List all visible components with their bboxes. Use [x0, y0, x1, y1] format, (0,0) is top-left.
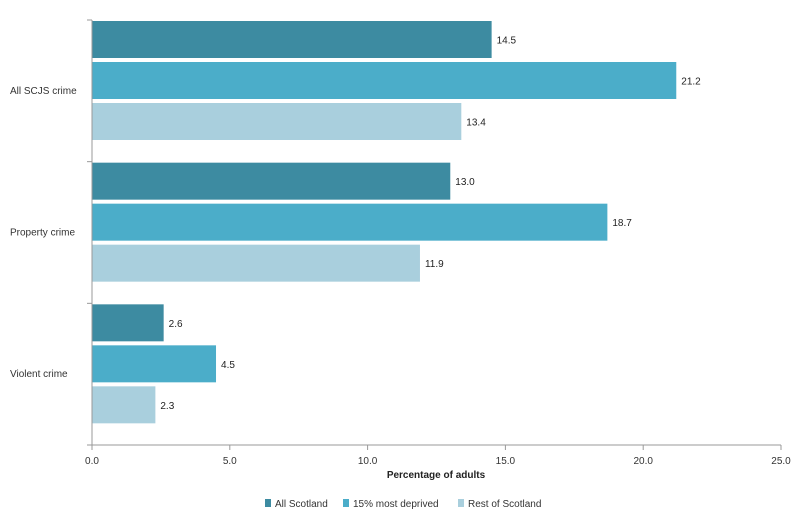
data-label: 13.4 — [466, 118, 486, 129]
data-label: 2.6 — [169, 319, 183, 330]
legend-label: 15% most deprived — [353, 499, 439, 510]
bar — [92, 244, 420, 282]
x-axis-title: Percentage of adults — [387, 470, 486, 481]
x-tick-label: 5.0 — [223, 456, 237, 467]
data-label: 14.5 — [497, 36, 517, 47]
data-label: 4.5 — [221, 360, 235, 371]
x-tick-label: 20.0 — [633, 456, 653, 467]
axes-layer — [91, 20, 781, 446]
y-tick-label: Violent crime — [10, 369, 68, 380]
labels-layer: All SCJS crime 14.5 21.2 13.4 Property crime… — [10, 36, 701, 412]
legend-swatch — [343, 499, 349, 507]
y-tick-label: All SCJS crime — [10, 86, 77, 97]
legend-swatch — [458, 499, 464, 507]
data-label: 18.7 — [612, 218, 632, 229]
x-tick-label: 0.0 — [85, 456, 99, 467]
bar — [92, 21, 492, 58]
bar — [92, 103, 462, 140]
bar — [92, 345, 217, 383]
bar — [92, 62, 677, 99]
bar — [92, 162, 451, 200]
x-tick-label: 15.0 — [496, 456, 516, 467]
bar — [92, 304, 164, 342]
legend-label: Rest of Scotland — [468, 499, 541, 510]
data-label: 13.0 — [455, 177, 475, 188]
legend-swatch — [265, 499, 271, 507]
bar — [92, 386, 156, 424]
legend-label: All Scotland — [275, 499, 328, 510]
y-tick-label: Property crime — [10, 228, 75, 239]
bars-layer — [92, 21, 677, 424]
x-tick-label: 10.0 — [358, 456, 378, 467]
data-label: 11.9 — [425, 259, 444, 270]
bar — [92, 203, 608, 241]
ticks-layer: 0.0 5.0 10.0 15.0 20.0 25.0 — [85, 19, 791, 467]
x-tick-label: 25.0 — [771, 456, 791, 467]
legend: All Scotland 15% most deprived Rest of Sco… — [265, 499, 541, 510]
data-label: 21.2 — [681, 77, 701, 88]
data-label: 2.3 — [160, 401, 174, 412]
